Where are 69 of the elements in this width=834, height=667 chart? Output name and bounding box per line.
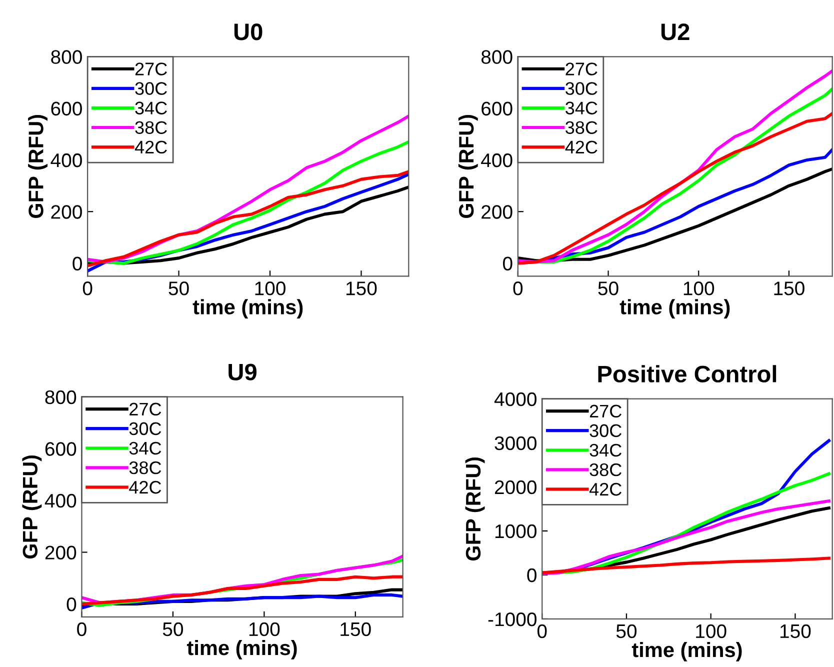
- legend-label: 42C: [589, 482, 622, 496]
- x-tick-label: 50: [162, 622, 184, 636]
- x-axis-title: time (mins): [186, 640, 297, 660]
- y-tick-label: 400: [44, 494, 76, 508]
- x-axis-title: time (mins): [632, 642, 742, 662]
- legend-label: 38C: [129, 461, 162, 474]
- x-axis-title: time (mins): [620, 299, 730, 319]
- x-axis-title: time (mins): [192, 299, 303, 319]
- legend-label: 34C: [590, 444, 622, 457]
- y-tick-label: 0: [503, 256, 512, 270]
- legend-label: 27C: [590, 404, 622, 418]
- x-tick-label: 100: [684, 282, 714, 296]
- x-tick-label: 0: [537, 624, 547, 638]
- y-tick-label: 800: [481, 50, 512, 64]
- chart-title: U9: [228, 364, 256, 380]
- y-axis-title: GFP (RFU): [465, 457, 485, 561]
- chart-title: U2: [661, 24, 690, 40]
- y-axis-title: GFP (RFU): [28, 114, 48, 218]
- x-tick-label: 50: [598, 282, 618, 296]
- y-tick-label: 600: [45, 442, 76, 456]
- y-tick-label: 400: [50, 153, 82, 168]
- y-tick-label: 200: [45, 546, 76, 560]
- x-tick-label: 150: [774, 282, 804, 296]
- y-tick-label: 800: [51, 50, 82, 64]
- legend-label: 27C: [566, 62, 598, 76]
- y-tick-label: 200: [482, 205, 512, 219]
- y-axis-title: GFP (RFU): [22, 455, 42, 559]
- legend-label: 27C: [130, 402, 162, 416]
- legend-label: 42C: [134, 140, 167, 154]
- y-tick-label: 0: [72, 256, 82, 270]
- y-tick-label: 3000: [494, 436, 536, 450]
- x-tick-label: 50: [616, 624, 637, 638]
- x-tick-label: 100: [249, 622, 280, 636]
- legend-label: 34C: [129, 442, 162, 455]
- y-tick-label: 200: [51, 205, 82, 219]
- legend-label: 30C: [566, 82, 598, 95]
- legend-label: 30C: [135, 82, 167, 95]
- x-tick-label: 100: [255, 282, 286, 296]
- y-tick-label: 0: [527, 568, 536, 582]
- line-series: [542, 556, 830, 574]
- chart-title: Positive Control: [598, 365, 776, 382]
- legend-label: 42C: [129, 480, 162, 494]
- x-tick-label: 50: [168, 282, 189, 296]
- y-tick-label: 800: [45, 390, 76, 404]
- x-tick-label: 150: [780, 624, 811, 638]
- legend-label: 30C: [590, 424, 622, 438]
- legend-label: 38C: [135, 121, 167, 134]
- x-tick-label: 150: [340, 622, 371, 636]
- y-tick-label: 4000: [494, 392, 536, 406]
- legend-label: 38C: [566, 121, 598, 134]
- y-tick-label: 0: [66, 597, 76, 612]
- x-tick-label: 150: [346, 282, 377, 296]
- legend-label: 34C: [566, 102, 598, 114]
- y-tick-label: 600: [51, 102, 82, 116]
- legend-label: 38C: [590, 463, 622, 476]
- legend-label: 42C: [565, 140, 598, 154]
- y-tick-label: 1000: [495, 524, 536, 538]
- y-axis-title: GFP (RFU): [458, 114, 478, 218]
- legend-label: 34C: [135, 102, 167, 114]
- y-tick-label: -1000: [488, 612, 536, 626]
- y-tick-label: 600: [482, 102, 512, 116]
- legend-label: 27C: [135, 62, 167, 76]
- y-tick-label: 2000: [494, 480, 536, 494]
- x-tick-label: 100: [696, 624, 726, 638]
- x-tick-label: 0: [82, 282, 92, 296]
- legend-label: 30C: [129, 422, 162, 436]
- y-tick-label: 400: [481, 153, 512, 168]
- chart-title: U0: [234, 24, 262, 40]
- line-series: [82, 575, 403, 606]
